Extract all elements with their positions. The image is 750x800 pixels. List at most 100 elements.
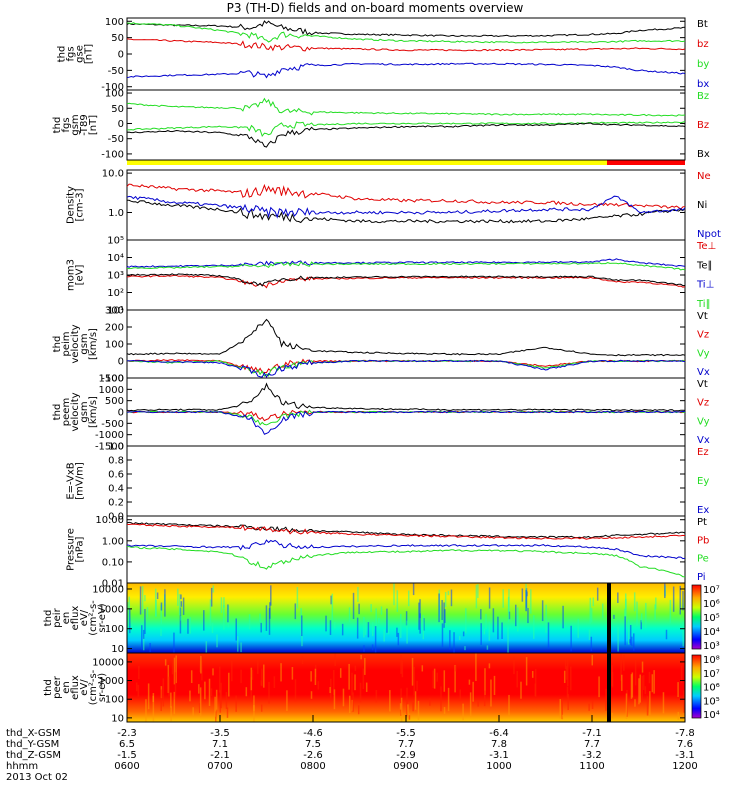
colorbar-tick: 10⁵ [703, 696, 720, 707]
spectrogram-streak [342, 688, 345, 707]
spectrogram-streak [245, 687, 248, 697]
spectrogram-streak [418, 602, 420, 630]
spectrogram-streak [160, 689, 162, 712]
spectrogram-streak [374, 626, 377, 653]
spectrogram-streak [162, 678, 165, 707]
panel-peir: 10⁷ 10⁶ 10⁵ 10⁴ 10³ 10000 1000 100 10 thdpeirenef… [43, 582, 720, 655]
spectrogram-streak [617, 626, 619, 652]
y-axis-label: Density [66, 186, 77, 224]
legend-entry: Ne [697, 171, 711, 182]
spectrogram-streak [497, 616, 499, 640]
y-axis-label: peir [52, 607, 63, 627]
spectrogram-streak [640, 613, 643, 623]
spectrogram-streak [462, 631, 465, 637]
legend-entry: Ni [697, 200, 707, 211]
spectrogram-streak [598, 676, 600, 698]
spectrogram-streak [329, 620, 332, 635]
series-Vx [126, 410, 686, 435]
spectrogram-streak [248, 614, 251, 630]
spectrogram-streak [380, 606, 383, 615]
y-axis-label: -T89 [79, 114, 90, 136]
spectrogram-streak [645, 602, 647, 628]
spectrogram-streak [441, 623, 444, 647]
spectrogram-streak [177, 588, 179, 606]
spectrogram-streak [641, 675, 643, 702]
spectrogram-streak [212, 585, 215, 593]
spectrogram-streak [406, 620, 408, 644]
panel-pressure: 10.00 1.00 0.10 0.01 Pressure[nPa] Pt Pb Pe Pi [66, 515, 710, 589]
spectrogram-streak [501, 622, 503, 639]
spectrogram-streak [564, 658, 567, 670]
spectrogram-streak [630, 674, 633, 699]
spectrogram-streak [412, 702, 414, 712]
spectrogram-streak [490, 679, 492, 707]
spectrogram-streak [135, 682, 138, 692]
spectrogram-streak [189, 690, 191, 702]
spectrogram-streak [412, 583, 415, 596]
spectrogram-streak [414, 691, 417, 710]
orbit-row-label: hhmm [6, 761, 39, 772]
spectrogram-streak [231, 660, 233, 682]
status-bar [127, 160, 685, 165]
spectrogram-streak [438, 593, 440, 623]
spectrogram-streak [631, 636, 633, 646]
spectrogram-streak [325, 615, 327, 632]
spectrogram-streak [142, 635, 145, 651]
spectrogram-streak [566, 686, 569, 698]
spectrogram-streak [655, 597, 657, 610]
spectrogram-streak [156, 592, 159, 600]
spectrogram-streak [406, 687, 408, 717]
spectrogram-streak [683, 690, 685, 713]
spectrogram-streak [354, 665, 357, 671]
spectrogram-streak [235, 618, 237, 641]
y-axis-label: en [61, 612, 72, 625]
spectrogram-streak [175, 655, 177, 684]
orbit-value: -5.5 [396, 728, 416, 739]
date-label: 2013 Oct 02 [6, 772, 68, 783]
spectrogram-streak [422, 615, 425, 640]
y-tick-label: 10 [111, 644, 124, 655]
spectrogram-streak [444, 592, 447, 608]
y-axis-label: [mV/m] [75, 462, 86, 500]
spectrogram-streak [371, 622, 374, 636]
y-axis-label: [km/s] [88, 396, 99, 428]
spectrogram-streak [160, 604, 162, 625]
spectrogram-streak [144, 608, 146, 634]
spectrogram-streak [405, 611, 408, 626]
y-axis-label: thd [52, 117, 63, 134]
y-tick-label: 0.2 [108, 498, 124, 509]
y-axis-label: eV/ [79, 679, 90, 696]
spectrogram-streak [339, 668, 342, 678]
series-Pe [126, 546, 685, 578]
y-tick-label: 500 [105, 396, 124, 407]
y-tick-label: 50 [111, 104, 124, 115]
spectrogram-streak [365, 682, 368, 692]
y-axis-label: (cm²-s- [88, 669, 99, 705]
orbit-value: 0900 [393, 761, 419, 772]
spectrogram-streak [170, 692, 172, 708]
legend-entry: Te⊥ [696, 241, 716, 252]
orbit-value: 7.7 [398, 739, 414, 750]
legend-entry: bx [697, 79, 709, 90]
legend-entry: Pi [697, 572, 706, 583]
y-axis-label: thd [52, 336, 63, 353]
spectrogram-streak [502, 589, 504, 608]
spectrogram-streak [682, 591, 684, 611]
spectrogram-streak [408, 715, 411, 720]
spectrogram-streak [401, 660, 404, 678]
spectrogram-streak [223, 605, 225, 630]
orbit-value: 7.6 [677, 739, 693, 750]
legend-entry: Ex [697, 505, 709, 516]
spectrogram-streak [591, 699, 594, 709]
spectrogram-streak [429, 698, 431, 706]
data-gap [607, 583, 611, 653]
spectrogram-streak [260, 622, 262, 633]
spectrogram-streak [225, 692, 228, 709]
spectrogram-streak [440, 686, 442, 712]
spectrogram-streak [679, 585, 681, 615]
y-tick-label: 1000 [99, 676, 124, 687]
spectrogram-streak [480, 623, 482, 645]
y-axis-label: peim [61, 331, 72, 356]
spectrogram-streak [525, 657, 528, 686]
